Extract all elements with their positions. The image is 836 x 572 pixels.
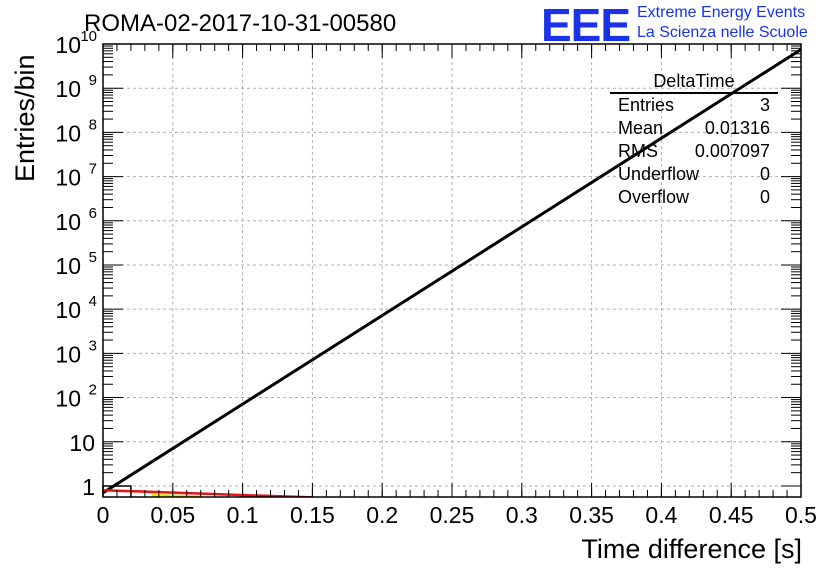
x-tick-label: 0.45	[709, 502, 754, 528]
stats-value: 3	[759, 95, 770, 115]
stats-title: DeltaTime	[610, 70, 778, 94]
grid-lines	[102, 43, 802, 497]
y-tick-label: 10	[55, 341, 81, 367]
y-tick-label: 10	[55, 165, 81, 191]
x-tick-label: 0.15	[290, 502, 335, 528]
y-tick-exponent: 8	[89, 116, 97, 133]
y-tick-exponent: 2	[89, 382, 97, 399]
stats-label: RMS	[618, 141, 658, 161]
y-tick-exponent: 5	[89, 249, 97, 266]
x-tick-label: 0	[97, 502, 110, 528]
y-axis-label: Entries/bin	[10, 54, 40, 182]
x-tick-label: 0.3	[506, 502, 538, 528]
series-line-1	[103, 488, 313, 497]
y-tick-label: 1	[82, 474, 95, 500]
y-tick-exponent: 9	[89, 72, 97, 89]
tick-labels: 0 0.05 0.1 0.15 0.2 0.25 0.3 0.35 0.4 0.45 0.51101…	[55, 28, 817, 528]
y-tick-label: 10	[69, 430, 95, 456]
stats-label: Mean	[618, 118, 664, 138]
x-tick-label: 0.35	[569, 502, 614, 528]
y-tick-exponent: 6	[89, 205, 97, 222]
stats-row-underflow: Underflow 0	[610, 163, 778, 186]
stats-box: DeltaTime Entries 3 Mean 0.01316 RMS 0.0…	[610, 70, 778, 209]
y-tick-label: 10	[55, 297, 81, 323]
x-tick-label: 0.25	[430, 502, 475, 528]
chart-title: ROMA-02-2017-10-31-00580	[84, 10, 397, 37]
plot-frame	[102, 43, 802, 498]
eee-logo: EEE	[541, 0, 631, 51]
y-tick-label: 10	[55, 32, 81, 58]
stats-value: 0.007097	[694, 141, 770, 161]
stats-row-overflow: Overflow 0	[610, 186, 778, 209]
stats-label: Entries	[618, 95, 675, 115]
y-tick-label: 10	[55, 120, 81, 146]
logo-line-2: La Scienza nelle Scuole	[637, 24, 808, 41]
y-tick-label: 10	[55, 386, 81, 412]
axes	[102, 43, 802, 498]
stats-value: 0.01316	[704, 118, 770, 138]
y-tick-exponent: 10	[80, 28, 97, 45]
stats-row-mean: Mean 0.01316	[610, 117, 778, 140]
stats-label: Underflow	[618, 164, 700, 184]
x-tick-label: 0.05	[150, 502, 195, 528]
y-tick-label: 10	[55, 76, 81, 102]
y-tick-exponent: 4	[89, 293, 97, 310]
x-tick-label: 0.5	[785, 502, 817, 528]
stats-row-entries: Entries 3	[610, 94, 778, 117]
stats-value: 0	[759, 187, 770, 207]
y-tick-label: 10	[55, 253, 81, 279]
stats-row-rms: RMS 0.007097	[610, 140, 778, 163]
x-tick-label: 0.1	[227, 502, 259, 528]
logo-line-1: Extreme Energy Events	[637, 4, 806, 21]
stats-value: 0	[759, 164, 770, 184]
y-tick-exponent: 3	[89, 337, 97, 354]
y-tick-exponent: 7	[89, 161, 97, 178]
x-tick-label: 0.2	[366, 502, 398, 528]
x-axis-label: Time difference [s]	[581, 534, 802, 564]
x-tick-label: 0.4	[645, 502, 677, 528]
stats-label: Overflow	[618, 187, 690, 207]
series-line-0	[103, 48, 801, 495]
y-tick-label: 10	[55, 209, 81, 235]
